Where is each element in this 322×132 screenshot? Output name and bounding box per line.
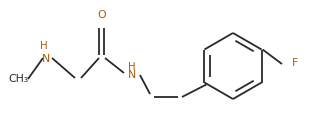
Text: H: H xyxy=(128,62,136,72)
Text: O: O xyxy=(98,10,106,20)
Text: N: N xyxy=(42,54,50,64)
Text: N: N xyxy=(128,70,136,80)
Text: F: F xyxy=(292,58,298,68)
Text: H: H xyxy=(40,41,48,51)
Text: CH₃: CH₃ xyxy=(8,74,28,84)
